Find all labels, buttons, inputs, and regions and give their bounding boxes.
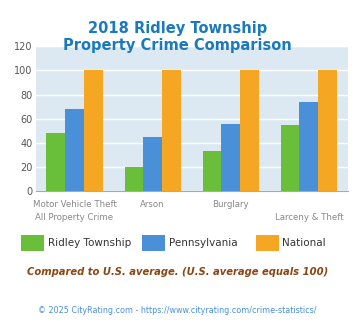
- Text: Burglary: Burglary: [212, 200, 249, 209]
- Text: 2018 Ridley Township: 2018 Ridley Township: [88, 21, 267, 36]
- Bar: [203, 151, 222, 191]
- Text: © 2025 CityRating.com - https://www.cityrating.com/crime-statistics/: © 2025 CityRating.com - https://www.city…: [38, 306, 317, 315]
- Bar: [222, 124, 240, 191]
- Text: Pennsylvania: Pennsylvania: [169, 238, 237, 248]
- Bar: [125, 167, 143, 191]
- Bar: [240, 70, 259, 191]
- Text: Arson: Arson: [140, 200, 165, 209]
- Text: Larceny & Theft: Larceny & Theft: [274, 213, 343, 222]
- Text: All Property Crime: All Property Crime: [36, 213, 114, 222]
- Bar: [47, 133, 65, 191]
- Bar: [84, 70, 103, 191]
- Text: Compared to U.S. average. (U.S. average equals 100): Compared to U.S. average. (U.S. average …: [27, 267, 328, 277]
- Bar: [143, 137, 162, 191]
- Bar: [281, 125, 300, 191]
- Text: National: National: [282, 238, 326, 248]
- Bar: [65, 109, 84, 191]
- Bar: [318, 70, 337, 191]
- Bar: [300, 102, 318, 191]
- Bar: [162, 70, 181, 191]
- Text: Motor Vehicle Theft: Motor Vehicle Theft: [33, 200, 116, 209]
- Text: Ridley Township: Ridley Township: [48, 238, 131, 248]
- Text: Property Crime Comparison: Property Crime Comparison: [63, 38, 292, 53]
